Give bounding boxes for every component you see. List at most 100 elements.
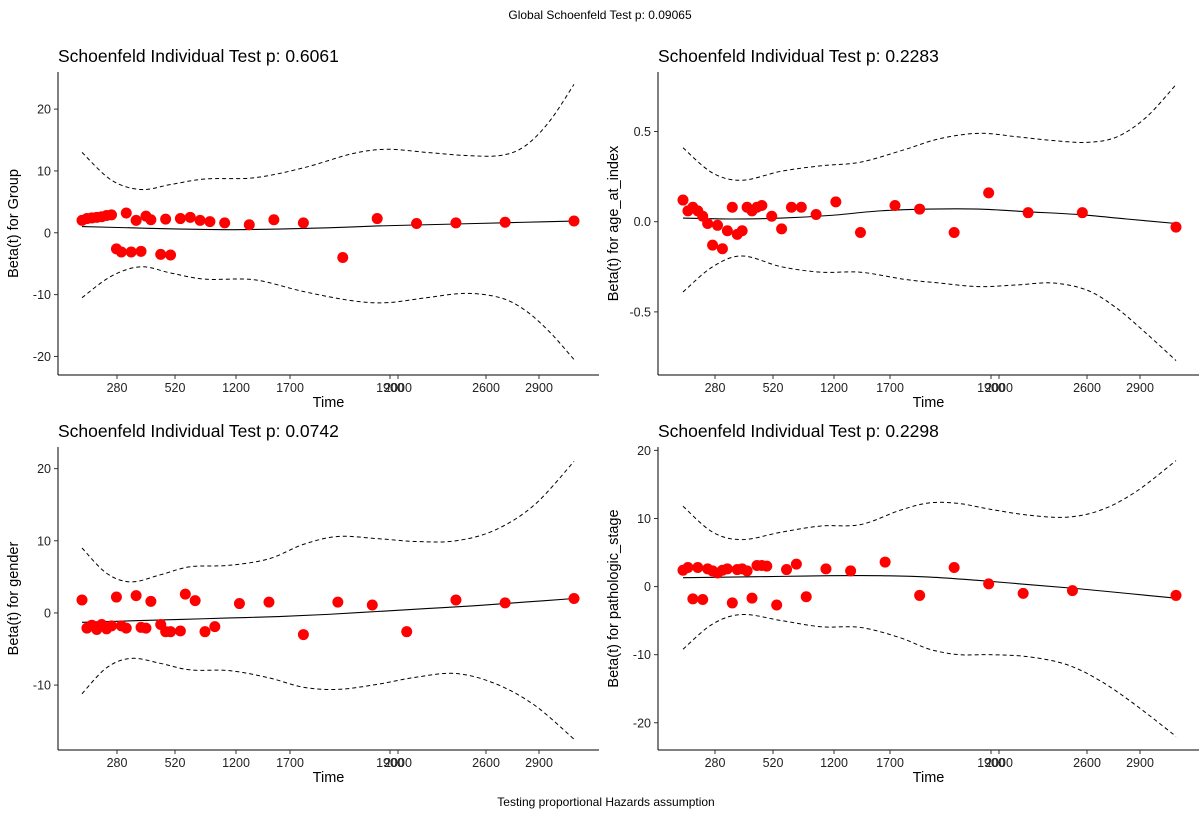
x-tick-label: 2000 — [985, 756, 1013, 770]
y-tick-label: 0 — [44, 226, 51, 240]
data-point — [268, 214, 280, 226]
y-tick-label: -0.5 — [629, 305, 651, 319]
data-point — [568, 215, 580, 227]
data-point — [889, 199, 901, 211]
y-tick-label: 10 — [37, 164, 51, 178]
data-point — [401, 626, 413, 638]
y-tick-label: -10 — [633, 648, 651, 662]
data-point — [120, 207, 132, 219]
data-point — [243, 219, 255, 231]
data-point — [450, 217, 462, 229]
data-point — [179, 588, 191, 600]
data-point — [726, 201, 738, 213]
panel-1: Schoenfeld Individual Test p: 0.6061 -20 -… — [6, 46, 599, 411]
figure-caption: Testing proportional Hazards assumption — [497, 795, 714, 809]
panel-title: Schoenfeld Individual Test p: 0.6061 — [58, 46, 339, 66]
x-tick-label: 1200 — [820, 756, 848, 770]
fit-line — [682, 575, 1177, 599]
data-point — [726, 597, 738, 609]
lower-band-line — [81, 657, 575, 740]
data-point — [707, 239, 719, 251]
y-tick-label: 10 — [37, 534, 51, 548]
data-point — [741, 565, 753, 577]
data-point — [746, 592, 758, 604]
x-tick-label: 1700 — [276, 381, 304, 395]
x-tick-label: 1700 — [876, 756, 904, 770]
data-point — [332, 596, 344, 608]
data-point — [1066, 585, 1078, 597]
y-axis-label: Beta(t) for Group — [6, 169, 22, 278]
upper-band-line — [682, 84, 1177, 181]
data-point — [800, 591, 812, 603]
y-tick-label: -20 — [33, 350, 51, 364]
data-point — [830, 196, 842, 208]
x-tick-label: 1200 — [820, 381, 848, 395]
y-axis-label: Beta(t) for gender — [6, 542, 22, 656]
data-point — [337, 252, 349, 264]
data-point — [721, 225, 733, 237]
x-tick-label: 1200 — [222, 381, 250, 395]
y-tick-label: 0.0 — [634, 215, 651, 229]
data-point — [140, 622, 152, 634]
data-point — [697, 594, 709, 606]
x-tick-label: 520 — [763, 756, 784, 770]
y-tick-label: 20 — [637, 444, 651, 458]
y-axis-label: Beta(t) for pathologic_stage — [606, 509, 622, 687]
x-tick-label: 280 — [705, 756, 726, 770]
data-point — [194, 214, 206, 226]
data-point — [165, 626, 177, 638]
x-tick-label: 2600 — [472, 381, 500, 395]
data-point — [174, 213, 186, 225]
data-point — [115, 246, 127, 258]
data-point — [983, 187, 995, 199]
data-point — [790, 558, 802, 570]
x-tick-label: 2000 — [384, 756, 412, 770]
data-point — [1170, 589, 1182, 601]
x-tick-label: 1900 — [977, 381, 1005, 395]
y-tick-label: 20 — [37, 462, 51, 476]
data-point — [189, 595, 201, 607]
y-tick-label: 20 — [37, 103, 51, 117]
data-point — [76, 594, 88, 606]
y-tick-label: 10 — [637, 512, 651, 526]
panel-4: Schoenfeld Individual Test p: 0.2298 -20 -… — [606, 421, 1199, 786]
data-point — [785, 201, 797, 213]
data-point — [795, 201, 807, 213]
data-point — [130, 590, 142, 602]
x-axis-label: Time — [313, 395, 345, 411]
data-point — [106, 209, 118, 221]
data-point — [106, 620, 118, 632]
x-tick-label: 1900 — [376, 381, 404, 395]
x-tick-label: 2000 — [985, 381, 1013, 395]
x-tick-label: 2600 — [472, 756, 500, 770]
data-point — [1170, 221, 1182, 233]
data-point — [845, 565, 857, 577]
data-point — [879, 556, 891, 568]
data-point — [687, 593, 699, 605]
panel-3: Schoenfeld Individual Test p: 0.0742 -10 0… — [6, 421, 599, 786]
data-point — [125, 246, 137, 258]
data-point — [145, 595, 157, 607]
x-axis-label: Time — [913, 770, 945, 786]
lower-band-line — [682, 613, 1177, 737]
data-point — [411, 218, 423, 229]
data-point — [209, 621, 221, 633]
x-tick-label: 1700 — [276, 756, 304, 770]
data-point — [155, 248, 167, 260]
y-tick-label: 0 — [644, 580, 651, 594]
y-tick-label: -20 — [633, 716, 651, 730]
data-point — [854, 227, 866, 239]
data-point — [692, 562, 704, 574]
data-point — [1022, 207, 1034, 219]
data-point — [948, 562, 960, 574]
data-point — [135, 245, 147, 257]
data-point — [499, 216, 511, 228]
data-point — [781, 564, 793, 576]
data-point — [761, 560, 773, 572]
data-point — [776, 223, 788, 235]
x-axis-label: Time — [313, 770, 345, 786]
y-tick-label: 0.5 — [634, 125, 651, 139]
data-point — [120, 622, 132, 634]
upper-band-line — [81, 84, 575, 191]
